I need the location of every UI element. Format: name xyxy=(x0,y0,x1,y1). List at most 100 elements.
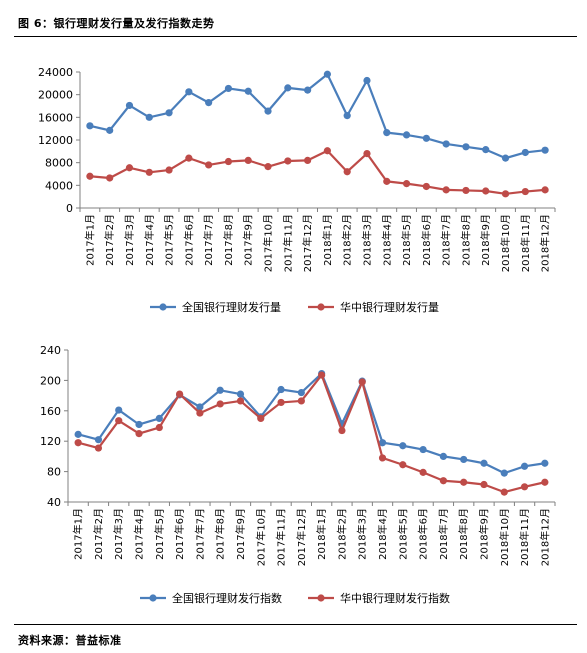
series-2-point xyxy=(501,190,510,198)
x-tick-label: 2017年8月 xyxy=(222,214,235,266)
series-line-2 xyxy=(77,373,546,494)
x-tick-label: 2017年2月 xyxy=(103,214,116,266)
series-1-point xyxy=(86,122,94,130)
x-tick-label: 2018年1月 xyxy=(321,214,334,266)
x-tick-label: 2017年5月 xyxy=(153,508,166,560)
x-tick-label: 2017年1月 xyxy=(72,508,85,560)
series-1-point xyxy=(378,439,387,447)
series-1-point xyxy=(277,385,285,394)
x-tick-label: 2017年11月 xyxy=(281,214,294,272)
y-tick-label: 160 xyxy=(40,405,61,418)
x-tick-label: 2017年7月 xyxy=(202,214,215,266)
series-2-point xyxy=(383,177,391,185)
series-line-1 xyxy=(89,73,546,160)
x-tick-label: 2018年3月 xyxy=(360,214,373,266)
series-2-point xyxy=(74,439,82,447)
series-2-point xyxy=(442,186,450,194)
series-1-point xyxy=(304,86,312,94)
series-1-point xyxy=(520,462,529,470)
x-tick-label: 2017年9月 xyxy=(234,508,247,560)
x-tick-label: 2018年12月 xyxy=(539,214,552,272)
series-2-point xyxy=(115,417,123,425)
series-2-point xyxy=(155,423,163,432)
x-tick-label: 2018年2月 xyxy=(335,508,348,560)
x-tick-label: 2017年12月 xyxy=(295,508,308,566)
series-1-point xyxy=(135,420,143,429)
y-tick-label: 16000 xyxy=(38,111,73,124)
bottom-rule xyxy=(14,624,577,625)
y-tick-label: 40 xyxy=(47,496,61,509)
y-tick-label: 12000 xyxy=(38,134,73,147)
series-2-point xyxy=(462,186,470,195)
series-2-point xyxy=(520,483,529,491)
legend-marker-1 xyxy=(149,594,157,602)
series-2-point xyxy=(205,161,213,169)
series-1-point xyxy=(125,101,134,110)
x-tick-label: 2018年7月 xyxy=(440,214,453,266)
series-1-point xyxy=(363,76,371,85)
series-2-point xyxy=(94,444,103,452)
x-tick-label: 2018年9月 xyxy=(479,214,492,266)
series-2-point xyxy=(185,154,193,162)
issuance-index-chart: 40 80 120 160 200 240 2017年1月 2017年2月 2017年3月 201… xyxy=(40,344,556,605)
x-tick-label: 2018年12月 xyxy=(538,508,551,566)
legend-marker-2 xyxy=(317,594,325,602)
series-1-point xyxy=(205,99,213,107)
series-1-point xyxy=(244,87,252,95)
y-tick-label: 4000 xyxy=(45,179,73,192)
x-tick-label: 2018年8月 xyxy=(457,508,470,560)
y-tick-label: 80 xyxy=(47,466,61,479)
legend-label-1: 全国银行理财发行指数 xyxy=(172,591,282,605)
y-tick-label: 20000 xyxy=(38,89,73,102)
series-1-point xyxy=(541,146,549,154)
x-tick-label: 2017年11月 xyxy=(275,508,288,566)
series-2-point xyxy=(86,172,94,180)
series-2-point xyxy=(402,180,411,188)
series-1-point xyxy=(297,388,305,397)
series-2-point xyxy=(304,156,312,164)
series-1-point xyxy=(419,445,427,454)
x-tick-label: 2017年4月 xyxy=(133,508,146,560)
x-tick-label: 2018年2月 xyxy=(341,214,354,266)
series-2-point xyxy=(363,150,371,158)
legend-label-2: 华中银行理财发行指数 xyxy=(340,591,450,605)
x-tick-label: 2017年9月 xyxy=(242,214,255,266)
series-2-point xyxy=(439,477,447,485)
x-tick-label: 2017年3月 xyxy=(112,508,125,560)
y-tick-label: 24000 xyxy=(38,66,73,79)
series-1-point xyxy=(74,430,82,438)
series-2-point xyxy=(541,186,549,194)
x-tick-label: 2017年5月 xyxy=(163,214,176,266)
series-1-point xyxy=(343,112,351,120)
series-2-point xyxy=(135,430,143,438)
figure-title: 图 6：银行理财发行量及发行指数走势 xyxy=(18,17,215,30)
series-1-point xyxy=(115,406,123,414)
x-tick-label: 2017年7月 xyxy=(193,508,206,560)
series-2-point xyxy=(422,182,430,191)
series-1-point xyxy=(422,134,430,142)
series-2-point xyxy=(106,174,114,182)
series-1-point xyxy=(185,88,193,96)
series-2-point xyxy=(399,461,407,469)
series-2-point xyxy=(521,187,529,196)
series-2-point xyxy=(257,414,265,422)
x-tick-label: 2018年5月 xyxy=(400,214,413,266)
series-1-point xyxy=(236,390,245,398)
series-2-point xyxy=(216,400,224,408)
series-2-point xyxy=(343,168,351,176)
series-1-point xyxy=(224,84,233,93)
series-1-point xyxy=(402,131,411,139)
x-tick-label: 2018年5月 xyxy=(396,508,409,560)
series-2-point xyxy=(482,187,490,195)
series-1-point xyxy=(462,143,470,151)
x-tick-label: 2017年3月 xyxy=(123,214,136,266)
series-2-point xyxy=(165,166,173,174)
series-1-point xyxy=(264,107,272,115)
y-tick-label: 8000 xyxy=(45,157,73,170)
x-tick-label: 2018年4月 xyxy=(376,508,389,560)
series-2-point xyxy=(297,397,305,405)
series-1-point xyxy=(284,84,292,92)
legend-label-2: 华中银行理财发行量 xyxy=(340,300,439,314)
x-tick-label: 2017年1月 xyxy=(83,214,96,266)
legend-label-1: 全国银行理财发行量 xyxy=(182,300,281,314)
